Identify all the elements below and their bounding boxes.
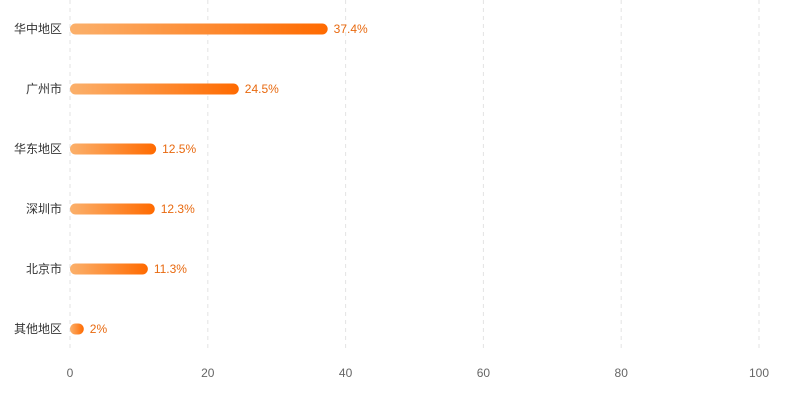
value-label: 2%: [90, 322, 108, 336]
x-tick-label: 80: [615, 366, 629, 380]
category-label: 华中地区: [14, 21, 62, 36]
x-tick-label: 60: [477, 366, 491, 380]
x-tick-label: 0: [67, 366, 74, 380]
x-tick-label: 40: [339, 366, 353, 380]
bar: [70, 323, 84, 335]
x-tick-label: 20: [201, 366, 215, 380]
category-label: 北京市: [26, 261, 62, 276]
x-axis-ticks: 0 20 40 60 80 100: [67, 366, 770, 380]
bar: [70, 263, 148, 275]
category-label: 深圳市: [26, 201, 62, 216]
bar-row: 广州市 24.5%: [26, 81, 279, 96]
value-label: 11.3%: [154, 262, 187, 276]
category-label: 广州市: [26, 81, 62, 96]
category-label: 华东地区: [14, 142, 62, 156]
x-tick-label: 100: [749, 366, 769, 380]
value-label: 12.3%: [161, 202, 195, 216]
bar: [70, 203, 155, 215]
value-label: 37.4%: [334, 22, 368, 36]
category-label: 其他地区: [14, 322, 62, 336]
bar-row: 其他地区 2%: [14, 322, 107, 336]
bar-row: 华东地区 12.5%: [14, 142, 196, 156]
value-label: 12.5%: [162, 142, 196, 156]
bar-row: 华中地区 37.4%: [14, 21, 368, 36]
bar-row: 北京市 11.3%: [26, 261, 187, 276]
bar: [70, 83, 239, 95]
value-label: 24.5%: [245, 82, 279, 96]
bar-row: 深圳市 12.3%: [26, 201, 195, 216]
bar: [70, 23, 328, 35]
bars: 华中地区 37.4% 广州市 24.5% 华东地区 12.5% 深圳市 12.3% 北京市 11.…: [14, 21, 368, 336]
bar: [70, 143, 157, 155]
grid-lines: [69, 0, 760, 352]
